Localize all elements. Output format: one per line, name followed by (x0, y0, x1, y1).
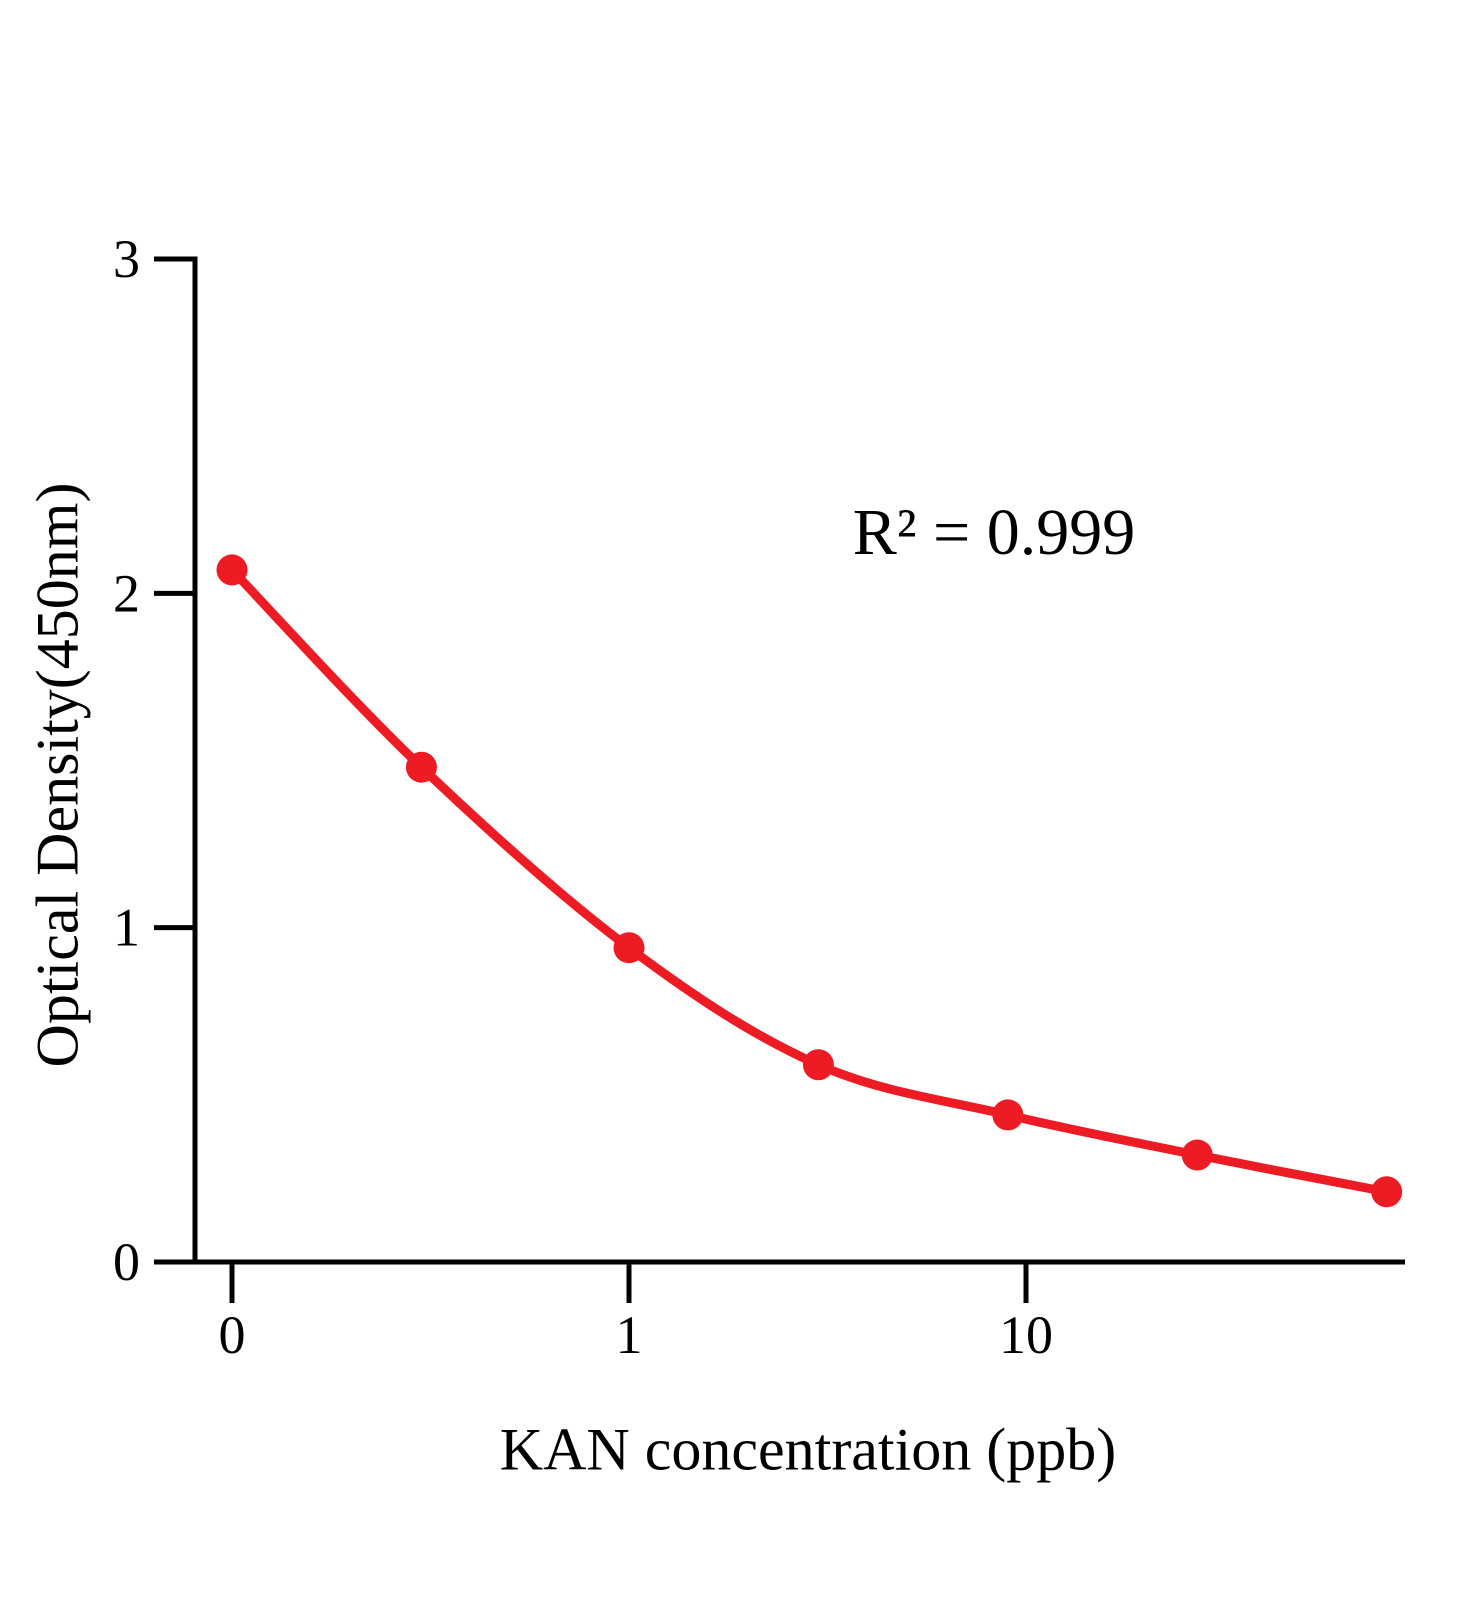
r-squared-annotation: R² = 0.999 (852, 496, 1136, 569)
data-point-3ppb (802, 1049, 834, 1081)
y-axis-title: Optical Density(450nm) (24, 482, 91, 1068)
data-point-27ppb (1181, 1139, 1213, 1171)
data-point-0.3ppb (405, 751, 437, 783)
y-tick-label-0: 0 (113, 1232, 140, 1292)
y-tick-label-1: 1 (113, 898, 140, 958)
x-tick-label-1: 1 (616, 1305, 643, 1365)
x-axis-title: KAN concentration (ppb) (499, 1416, 1117, 1483)
y-tick-label-2: 2 (113, 563, 140, 623)
data-point-1ppb (613, 932, 645, 964)
y-tick-label-3: 3 (113, 229, 140, 289)
data-point-81ppb (1371, 1176, 1403, 1208)
data-point-0ppb (216, 554, 248, 586)
fit-curve (227, 565, 1392, 1197)
x-tick-label-10: 10 (999, 1305, 1053, 1365)
x-tick-label-0: 0 (219, 1305, 246, 1365)
data-point-9ppb (992, 1099, 1024, 1131)
